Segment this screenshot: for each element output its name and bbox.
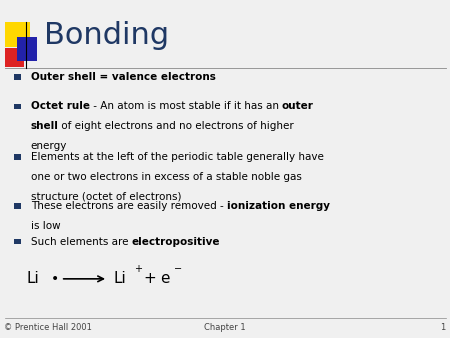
Text: −: − <box>174 264 182 274</box>
Text: Chapter 1: Chapter 1 <box>204 323 246 332</box>
Bar <box>14 104 21 109</box>
Text: +: + <box>134 264 142 274</box>
Text: These electrons are easily removed -: These electrons are easily removed - <box>31 201 227 211</box>
Text: e: e <box>160 271 169 286</box>
Bar <box>5 22 30 47</box>
Text: of eight electrons and no electrons of higher: of eight electrons and no electrons of h… <box>58 121 294 131</box>
Text: electropositive: electropositive <box>131 237 220 247</box>
Bar <box>14 154 21 160</box>
Text: Elements at the left of the periodic table generally have: Elements at the left of the periodic tab… <box>31 152 324 162</box>
Text: © Prentice Hall 2001: © Prentice Hall 2001 <box>4 323 92 332</box>
Bar <box>14 203 21 209</box>
Text: Li: Li <box>27 271 40 286</box>
Text: •: • <box>51 272 59 286</box>
Bar <box>17 37 37 61</box>
Text: energy: energy <box>31 141 67 151</box>
Text: Octet rule: Octet rule <box>31 101 90 112</box>
Bar <box>14 74 21 80</box>
Text: - An atom is most stable if it has an: - An atom is most stable if it has an <box>90 101 282 112</box>
Bar <box>14 239 21 244</box>
Text: ionization energy: ionization energy <box>227 201 329 211</box>
Text: Li: Li <box>113 271 126 286</box>
Text: +: + <box>143 271 156 286</box>
Text: Such elements are: Such elements are <box>31 237 131 247</box>
Text: one or two electrons in excess of a stable noble gas: one or two electrons in excess of a stab… <box>31 172 302 182</box>
Bar <box>5 48 24 67</box>
Text: Outer shell = valence electrons: Outer shell = valence electrons <box>31 72 216 82</box>
Text: is low: is low <box>31 221 60 231</box>
Text: structure (octet of electrons): structure (octet of electrons) <box>31 191 181 201</box>
Text: shell: shell <box>31 121 58 131</box>
Text: outer: outer <box>282 101 314 112</box>
Text: 1: 1 <box>440 323 445 332</box>
Text: Bonding: Bonding <box>44 21 169 50</box>
